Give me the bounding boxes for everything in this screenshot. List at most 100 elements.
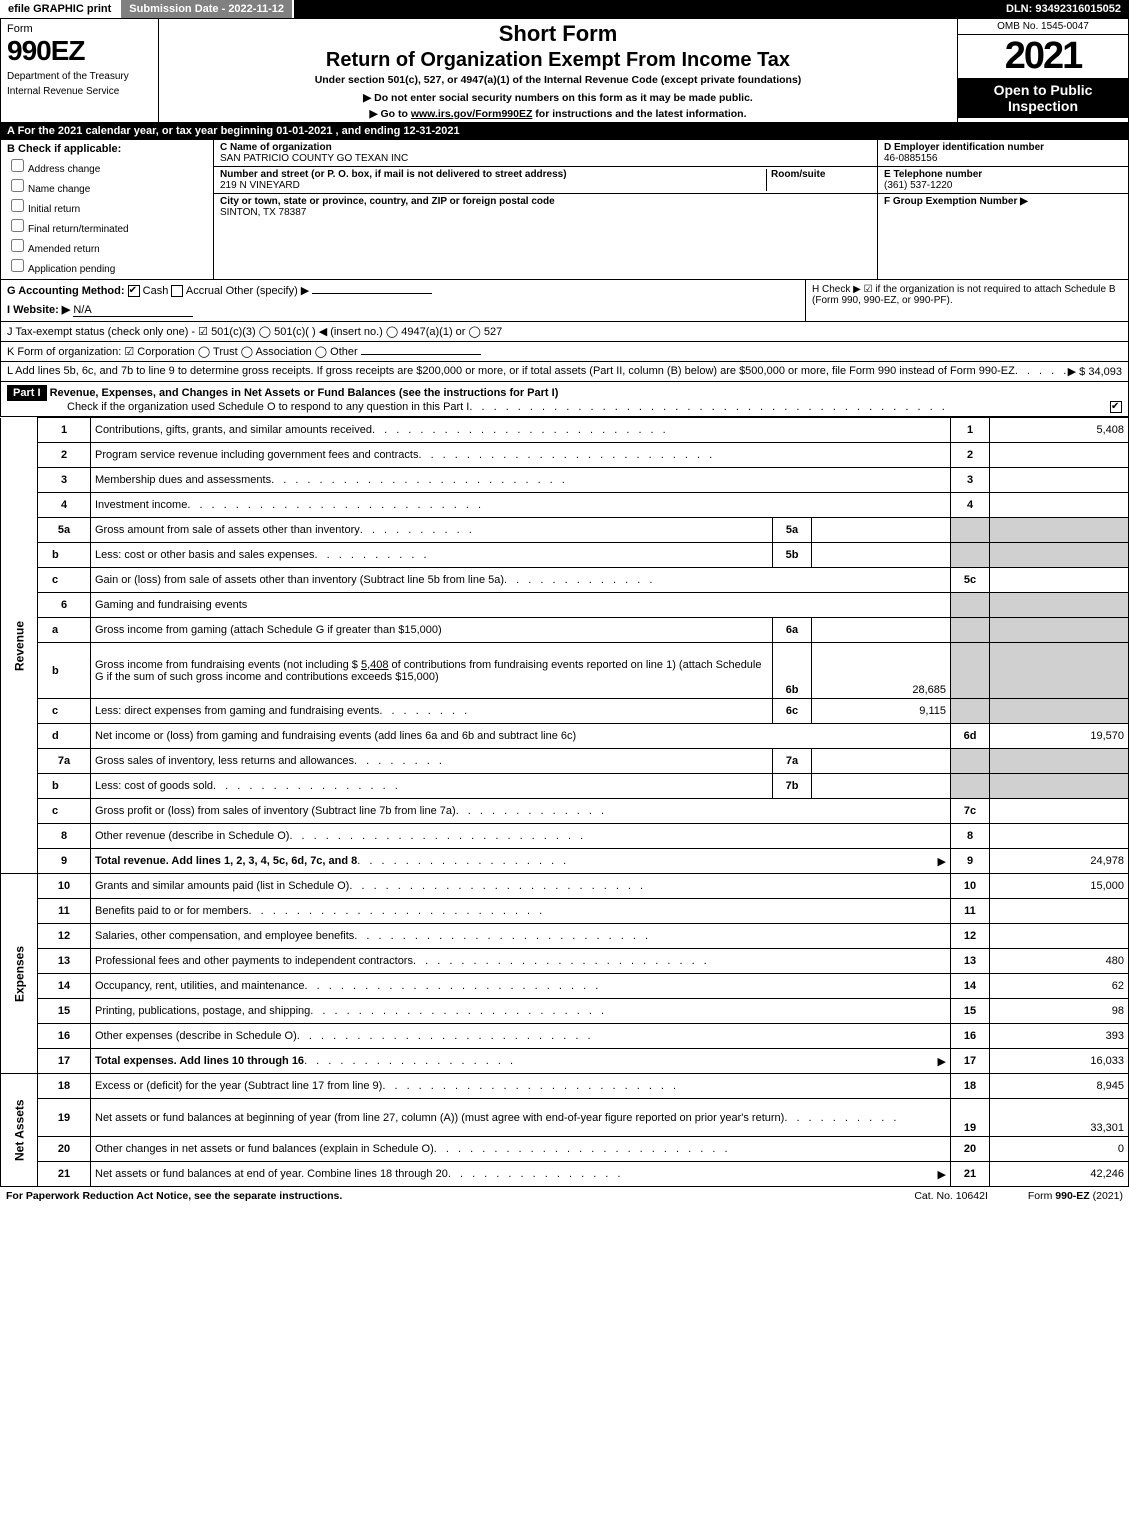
section-gi: G Accounting Method: Cash Accrual Other … bbox=[1, 280, 805, 321]
chk-name-change-box[interactable] bbox=[11, 179, 24, 192]
c-city-label: City or town, state or province, country… bbox=[220, 196, 555, 207]
table-row: 19 Net assets or fund balances at beginn… bbox=[1, 1099, 1129, 1137]
part1-check-box[interactable] bbox=[1110, 401, 1122, 413]
i-label: I Website: ▶ bbox=[7, 304, 70, 316]
header-right: OMB No. 1545-0047 2021 Open to Public In… bbox=[957, 19, 1128, 122]
netassets-label: Net Assets bbox=[1, 1074, 38, 1187]
goto-link[interactable]: www.irs.gov/Form990EZ bbox=[411, 108, 533, 120]
expenses-label: Expenses bbox=[1, 874, 38, 1074]
dept-treasury: Department of the Treasury bbox=[7, 71, 152, 82]
arrow-icon: ▶ bbox=[938, 1168, 946, 1181]
form-header: Form 990EZ Department of the Treasury In… bbox=[0, 18, 1129, 123]
chk-cash[interactable] bbox=[128, 285, 140, 297]
arrow-icon: ▶ bbox=[938, 1055, 946, 1068]
table-row: 13 Professional fees and other payments … bbox=[1, 949, 1129, 974]
table-row: c Gain or (loss) from sale of assets oth… bbox=[1, 568, 1129, 593]
room-label: Room/suite bbox=[771, 169, 825, 180]
chk-initial-return[interactable]: Initial return bbox=[7, 196, 207, 215]
goto-note: ▶ Go to www.irs.gov/Form990EZ for instru… bbox=[165, 108, 951, 120]
form-word: Form bbox=[7, 23, 152, 35]
footer-cat: Cat. No. 10642I bbox=[914, 1190, 988, 1202]
table-row: 4 Investment income. . . . . . . . . . .… bbox=[1, 493, 1129, 518]
chk-name-change[interactable]: Name change bbox=[7, 176, 207, 195]
chk-accrual[interactable] bbox=[171, 285, 183, 297]
table-row: 12 Salaries, other compensation, and emp… bbox=[1, 924, 1129, 949]
city: SINTON, TX 78387 bbox=[220, 207, 306, 218]
table-row: 16 Other expenses (describe in Schedule … bbox=[1, 1024, 1129, 1049]
line-i: I Website: ▶ N/A bbox=[7, 303, 799, 317]
chk-final-return-box[interactable] bbox=[11, 219, 24, 232]
topbar-dln: DLN: 93492316015052 bbox=[998, 0, 1129, 18]
topbar-submission: Submission Date - 2022-11-12 bbox=[121, 0, 294, 18]
table-row: 21 Net assets or fund balances at end of… bbox=[1, 1162, 1129, 1187]
chk-application-pending[interactable]: Application pending bbox=[7, 256, 207, 275]
k-other-input[interactable] bbox=[361, 354, 481, 355]
part1-table: Revenue 1 Contributions, gifts, grants, … bbox=[0, 417, 1129, 1187]
ein: 46-0885156 bbox=[884, 153, 937, 164]
chk-final-return[interactable]: Final return/terminated bbox=[7, 216, 207, 235]
table-row: 5a Gross amount from sale of assets othe… bbox=[1, 518, 1129, 543]
table-row: b Less: cost or other basis and sales ex… bbox=[1, 543, 1129, 568]
section-bcd: B Check if applicable: Address change Na… bbox=[0, 140, 1129, 280]
part1-title: Revenue, Expenses, and Changes in Net As… bbox=[50, 387, 559, 399]
c-city-row: City or town, state or province, country… bbox=[214, 194, 877, 220]
table-row: c Less: direct expenses from gaming and … bbox=[1, 699, 1129, 724]
line-h: H Check ▶ ☑ if the organization is not r… bbox=[805, 280, 1128, 321]
g-label: G Accounting Method: bbox=[7, 285, 125, 297]
table-row: 20 Other changes in net assets or fund b… bbox=[1, 1137, 1129, 1162]
street: 219 N VINEYARD bbox=[220, 180, 300, 191]
l-text: L Add lines 5b, 6c, and 7b to line 9 to … bbox=[7, 365, 1015, 378]
phone: (361) 537-1220 bbox=[884, 180, 952, 191]
part1-label: Part I bbox=[7, 385, 47, 401]
form-number: 990EZ bbox=[7, 35, 152, 67]
chk-initial-return-box[interactable] bbox=[11, 199, 24, 212]
c-name-row: C Name of organization SAN PATRICIO COUN… bbox=[214, 140, 877, 167]
line-g: G Accounting Method: Cash Accrual Other … bbox=[7, 284, 799, 297]
omb-number: OMB No. 1545-0047 bbox=[958, 19, 1128, 35]
table-row: b Less: cost of goods sold. . . . . . . … bbox=[1, 774, 1129, 799]
e-phone-label: E Telephone number bbox=[884, 169, 982, 180]
section-b: B Check if applicable: Address change Na… bbox=[1, 140, 214, 279]
table-row: b Gross income from fundraising events (… bbox=[1, 643, 1129, 699]
line-a: A For the 2021 calendar year, or tax yea… bbox=[0, 123, 1129, 140]
line-j: J Tax-exempt status (check only one) - ☑… bbox=[0, 322, 1129, 342]
c-name-label: C Name of organization bbox=[220, 142, 332, 153]
topbar: efile GRAPHIC print Submission Date - 20… bbox=[0, 0, 1129, 18]
table-row: 9 Total revenue. Add lines 1, 2, 3, 4, 5… bbox=[1, 849, 1129, 874]
chk-application-pending-box[interactable] bbox=[11, 259, 24, 272]
line-l: L Add lines 5b, 6c, and 7b to line 9 to … bbox=[0, 362, 1129, 382]
header-center: Short Form Return of Organization Exempt… bbox=[159, 19, 957, 122]
b-label: B Check if applicable: bbox=[7, 143, 207, 155]
chk-amended-return-box[interactable] bbox=[11, 239, 24, 252]
table-row: 14 Occupancy, rent, utilities, and maint… bbox=[1, 974, 1129, 999]
chk-amended-return[interactable]: Amended return bbox=[7, 236, 207, 255]
part1-check: Check if the organization used Schedule … bbox=[67, 401, 469, 413]
f-group-label: F Group Exemption Number ▶ bbox=[884, 196, 1028, 207]
table-row: 15 Printing, publications, postage, and … bbox=[1, 999, 1129, 1024]
footer-right: Form 990-EZ (2021) bbox=[1028, 1190, 1123, 1202]
table-row: 11 Benefits paid to or for members. . . … bbox=[1, 899, 1129, 924]
footer: For Paperwork Reduction Act Notice, see … bbox=[0, 1187, 1129, 1205]
d-ein-label: D Employer identification number bbox=[884, 142, 1044, 153]
goto-suffix: for instructions and the latest informat… bbox=[532, 108, 746, 120]
short-form-title: Short Form bbox=[165, 21, 951, 47]
c-street-label: Number and street (or P. O. box, if mail… bbox=[220, 169, 567, 180]
chk-address-change-box[interactable] bbox=[11, 159, 24, 172]
donot-note: ▶ Do not enter social security numbers o… bbox=[165, 92, 951, 104]
chk-address-change[interactable]: Address change bbox=[7, 156, 207, 175]
footer-left: For Paperwork Reduction Act Notice, see … bbox=[6, 1190, 342, 1202]
table-row: 17 Total expenses. Add lines 10 through … bbox=[1, 1049, 1129, 1074]
section-d: D Employer identification number 46-0885… bbox=[877, 140, 1128, 279]
part1-header-row: Part I Revenue, Expenses, and Changes in… bbox=[0, 382, 1129, 417]
website: N/A bbox=[73, 304, 193, 317]
table-row: Net Assets 18 Excess or (deficit) for th… bbox=[1, 1074, 1129, 1099]
e-phone-row: E Telephone number (361) 537-1220 bbox=[878, 167, 1128, 194]
topbar-print[interactable]: efile GRAPHIC print bbox=[0, 0, 121, 18]
l-amount: ▶ $ 34,093 bbox=[1068, 365, 1122, 378]
return-subtitle: Under section 501(c), 527, or 4947(a)(1)… bbox=[165, 74, 951, 86]
table-row: 6 Gaming and fundraising events bbox=[1, 593, 1129, 618]
6b-contrib-amount: 5,408 bbox=[361, 659, 389, 671]
table-row: Expenses 10 Grants and similar amounts p… bbox=[1, 874, 1129, 899]
g-other-input[interactable] bbox=[312, 293, 432, 294]
arrow-icon: ▶ bbox=[938, 855, 946, 868]
